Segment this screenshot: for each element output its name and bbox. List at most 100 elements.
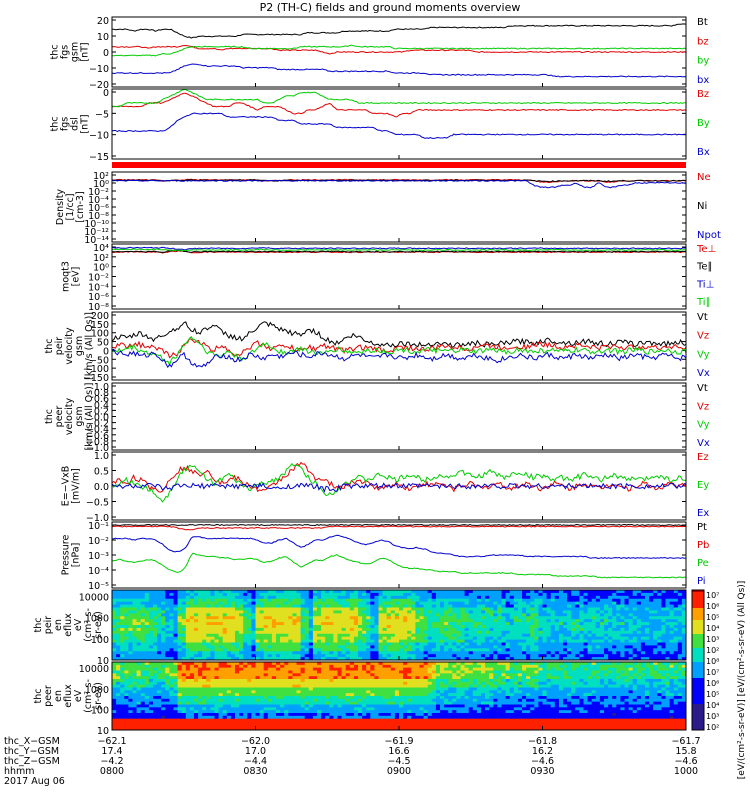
- heatmap-cell: [280, 651, 285, 655]
- heatmap-cell: [640, 651, 646, 655]
- heatmap-cell: [116, 715, 121, 720]
- heatmap-cell: [353, 622, 359, 626]
- heatmap-cell: [509, 633, 515, 638]
- heatmap-cell: [403, 619, 408, 623]
- y-axis-label: Density [1/cc] [cm-3]: [55, 189, 86, 225]
- heatmap-cell: [321, 684, 326, 688]
- heatmap-cell: [669, 622, 675, 626]
- heatmap-cell: [148, 648, 154, 652]
- heatmap-cell: [575, 598, 580, 603]
- heatmap-cell: [485, 619, 490, 623]
- heatmap-cell: [673, 598, 679, 603]
- heatmap-cell: [370, 625, 375, 629]
- heatmap-cell: [206, 613, 211, 617]
- heatmap-cell: [599, 651, 605, 655]
- heatmap-cell: [148, 622, 154, 626]
- heatmap-cell: [284, 724, 289, 728]
- heatmap-cell: [530, 654, 535, 658]
- heatmap-cell: [485, 613, 490, 617]
- heatmap-cell: [263, 713, 269, 717]
- heatmap-cell: [169, 651, 174, 655]
- heatmap-cell: [165, 718, 170, 722]
- heatmap-cell: [645, 633, 650, 638]
- heatmap-cell: [300, 619, 306, 623]
- heatmap-cell: [616, 633, 621, 638]
- heatmap-cell: [337, 681, 342, 686]
- heatmap-cell: [653, 607, 658, 611]
- heatmap-cell: [628, 601, 634, 605]
- heatmap-cell: [325, 707, 330, 711]
- heatmap-cell: [390, 622, 396, 626]
- heatmap-cell: [464, 648, 470, 652]
- heatmap-cell: [136, 701, 142, 705]
- heatmap-cell: [509, 645, 515, 649]
- heatmap-cell: [300, 693, 306, 697]
- heatmap-cell: [161, 679, 166, 683]
- heatmap-cell: [312, 601, 318, 605]
- heatmap-cell: [636, 625, 642, 629]
- heatmap-cell: [370, 630, 375, 635]
- heatmap-cell: [148, 693, 154, 697]
- heatmap-cell: [169, 639, 174, 643]
- heatmap-cell: [583, 613, 588, 617]
- heatmap-cell: [444, 627, 449, 632]
- heatmap-cell: [546, 636, 552, 640]
- heatmap-cell: [132, 619, 137, 623]
- heatmap-cell: [112, 667, 117, 671]
- heatmap-cell: [271, 662, 277, 666]
- heatmap-cell: [464, 627, 470, 632]
- heatmap-cell: [132, 648, 137, 652]
- heatmap-cell: [624, 598, 629, 603]
- heatmap-cell: [333, 601, 338, 605]
- heatmap-cell: [218, 718, 224, 722]
- heatmap-cell: [513, 645, 519, 649]
- heatmap-cell: [386, 645, 392, 649]
- heatmap-cell: [407, 630, 412, 635]
- heatmap-cell: [153, 601, 158, 605]
- heatmap-cell: [374, 639, 379, 643]
- heatmap-cell: [538, 642, 543, 646]
- heatmap-cell: [226, 710, 232, 714]
- heatmap-cell: [124, 696, 129, 700]
- heatmap-cell: [296, 696, 301, 700]
- heatmap-cell: [206, 622, 211, 626]
- heatmap-cell: [202, 676, 207, 680]
- heatmap-cell: [235, 667, 240, 671]
- heatmap-cell: [153, 625, 158, 629]
- heatmap-cell: [378, 604, 383, 608]
- heatmap-cell: [427, 654, 433, 658]
- heatmap-cell: [571, 598, 576, 603]
- heatmap-cell: [263, 718, 269, 722]
- heatmap-cell: [628, 610, 634, 614]
- heatmap-cell: [218, 642, 224, 646]
- heatmap-cell: [677, 657, 683, 661]
- heatmap-cell: [230, 654, 236, 658]
- heatmap-cell: [230, 713, 236, 717]
- heatmap-cell: [189, 619, 195, 623]
- heatmap-cell: [276, 696, 281, 700]
- heatmap-cell: [489, 630, 494, 635]
- heatmap-cell: [579, 642, 584, 646]
- heatmap-cell: [144, 662, 150, 666]
- heatmap-cell: [481, 622, 486, 626]
- heatmap-cell: [378, 627, 383, 632]
- heatmap-cell: [337, 667, 342, 671]
- heatmap-cell: [407, 610, 412, 614]
- heatmap-cell: [247, 651, 252, 655]
- heatmap-cell: [140, 654, 146, 658]
- heatmap-cell: [534, 642, 539, 646]
- heatmap-cell: [222, 622, 228, 626]
- heatmap-cell: [312, 693, 318, 697]
- heatmap-cell: [280, 721, 285, 725]
- heatmap-cell: [386, 627, 392, 632]
- heatmap-cell: [501, 648, 506, 652]
- heatmap-cell: [304, 622, 310, 626]
- heatmap-cell: [649, 598, 654, 603]
- heatmap-cell: [230, 639, 236, 643]
- heatmap-cell: [235, 639, 240, 643]
- heatmap-cell: [194, 696, 199, 700]
- heatmap-cell: [230, 721, 236, 725]
- heatmap-cell: [218, 622, 224, 626]
- heatmap-cell: [558, 604, 564, 608]
- heatmap-cell: [321, 693, 326, 697]
